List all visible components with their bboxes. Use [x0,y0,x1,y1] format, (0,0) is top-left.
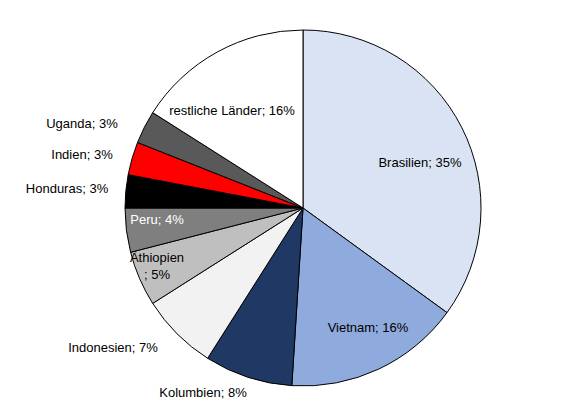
label-category: Indien [51,147,86,162]
label-category: Vietnam [328,320,375,335]
label-value: ; 35% [428,155,462,170]
label-value: ; 16% [262,103,296,118]
label-category: Peru [130,212,157,227]
label-value: ; 7% [132,340,158,355]
data-labels: Brasilien; 35%Vietnam; 16%Kolumbien; 8%I… [26,103,462,400]
data-label: Indonesien; 7% [68,340,158,355]
chart: Brasilien; 35%Vietnam; 16%Kolumbien; 8%I… [0,0,576,420]
data-label: Honduras; 3% [26,181,109,196]
pie-slice [125,208,303,252]
data-label: Peru; 4% [130,212,184,227]
label-category: Äthiopien [130,250,184,265]
label-category: Kolumbien [159,385,220,400]
pie-slice [292,208,447,386]
data-label: Äthiopien ; 5% [130,250,184,282]
label-category: Honduras [26,181,83,196]
data-label: restliche Länder; 16% [169,103,295,118]
label-value: ; 3% [87,147,113,162]
data-label: Vietnam; 16% [328,320,409,335]
label-value: ; 3% [82,181,108,196]
pie-slice [153,30,303,208]
label-value: ; 3% [92,116,118,131]
label-value: ; 8% [221,385,247,400]
label-category: Uganda [46,116,92,131]
data-label: Kolumbien; 8% [159,385,247,400]
data-label: Uganda; 3% [46,116,118,131]
label-value: ; 4% [158,212,184,227]
label-category: Brasilien [378,155,428,170]
slices [125,30,481,386]
data-label: Brasilien; 35% [378,155,462,170]
label-value: ; 16% [375,320,409,335]
label-category: restliche Länder [169,103,262,118]
data-label: Indien; 3% [51,147,113,162]
label-value: ; 5% [144,267,170,282]
label-category: Indonesien [68,340,132,355]
